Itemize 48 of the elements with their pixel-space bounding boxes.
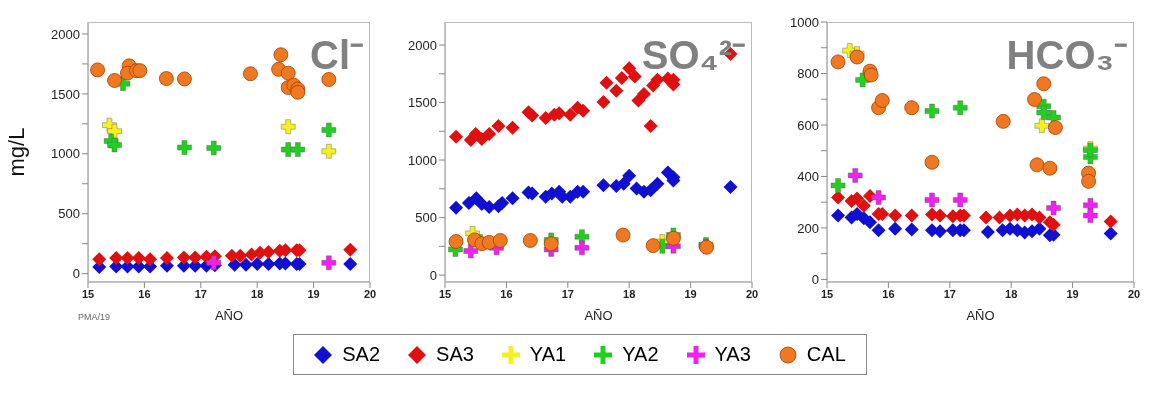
x-tick-label: 15 (438, 287, 452, 300)
x-tick-label: 15 (820, 287, 834, 300)
x-tick-label: 18 (1005, 287, 1018, 300)
legend-label: CAL (805, 343, 846, 366)
x-axis-title: AÑO (966, 308, 995, 323)
x-tick-label: 16 (500, 287, 513, 300)
legend-label: YA3 (713, 343, 751, 366)
legend-label: YA1 (528, 343, 567, 366)
y-tick-label: 2000 (51, 26, 80, 42)
y-tick-label: 500 (415, 210, 437, 226)
x-tick-label: 15 (81, 287, 95, 300)
legend-label: SA3 (435, 343, 474, 366)
x-tick-label: 19 (684, 287, 697, 300)
y-tick-label: 1000 (790, 14, 819, 30)
x-tick-label: 16 (882, 287, 895, 300)
chart-title: SO₄²⁻ (641, 32, 746, 79)
y-tick-label: 1500 (408, 95, 437, 111)
x-tick-label: 18 (623, 287, 636, 300)
legend-label: SA2 (341, 343, 381, 366)
x-tick-label: 20 (745, 287, 759, 300)
chart-title: Cl⁻ (310, 32, 364, 79)
y-tick-label: 200 (797, 220, 819, 236)
x-tick-label: 16 (138, 287, 151, 300)
y-tick-label: 2000 (408, 37, 437, 53)
y-tick-label: 0 (72, 266, 80, 282)
chart-title: HCO₃⁻ (1006, 32, 1128, 79)
y-tick-label: 1500 (51, 86, 80, 102)
x-axis-title: AÑO (214, 308, 244, 323)
x-axis-title: AÑO (584, 308, 613, 323)
y-tick-label: 600 (797, 117, 819, 133)
y-tick-label: 0 (429, 267, 437, 283)
y-tick-label: 500 (58, 206, 80, 222)
x-tick-label: 19 (307, 287, 320, 300)
y-tick-label: 0 (811, 272, 819, 288)
text: PMA/19 (78, 312, 111, 322)
x-tick-label: 20 (1127, 287, 1141, 300)
x-tick-label: 17 (561, 287, 574, 300)
y-tick-label: 800 (797, 66, 819, 82)
y-tick-label: 1000 (51, 146, 80, 162)
x-tick-label: 17 (194, 287, 207, 300)
x-tick-label: 17 (943, 287, 956, 300)
y-tick-label: 1000 (408, 152, 437, 168)
x-tick-label: 18 (251, 287, 264, 300)
y-axis-title: mg/L (3, 127, 29, 177)
x-tick-label: 20 (363, 287, 377, 300)
y-tick-label: 400 (797, 169, 819, 185)
legend-label: YA2 (621, 343, 659, 366)
x-tick-label: 19 (1066, 287, 1079, 300)
